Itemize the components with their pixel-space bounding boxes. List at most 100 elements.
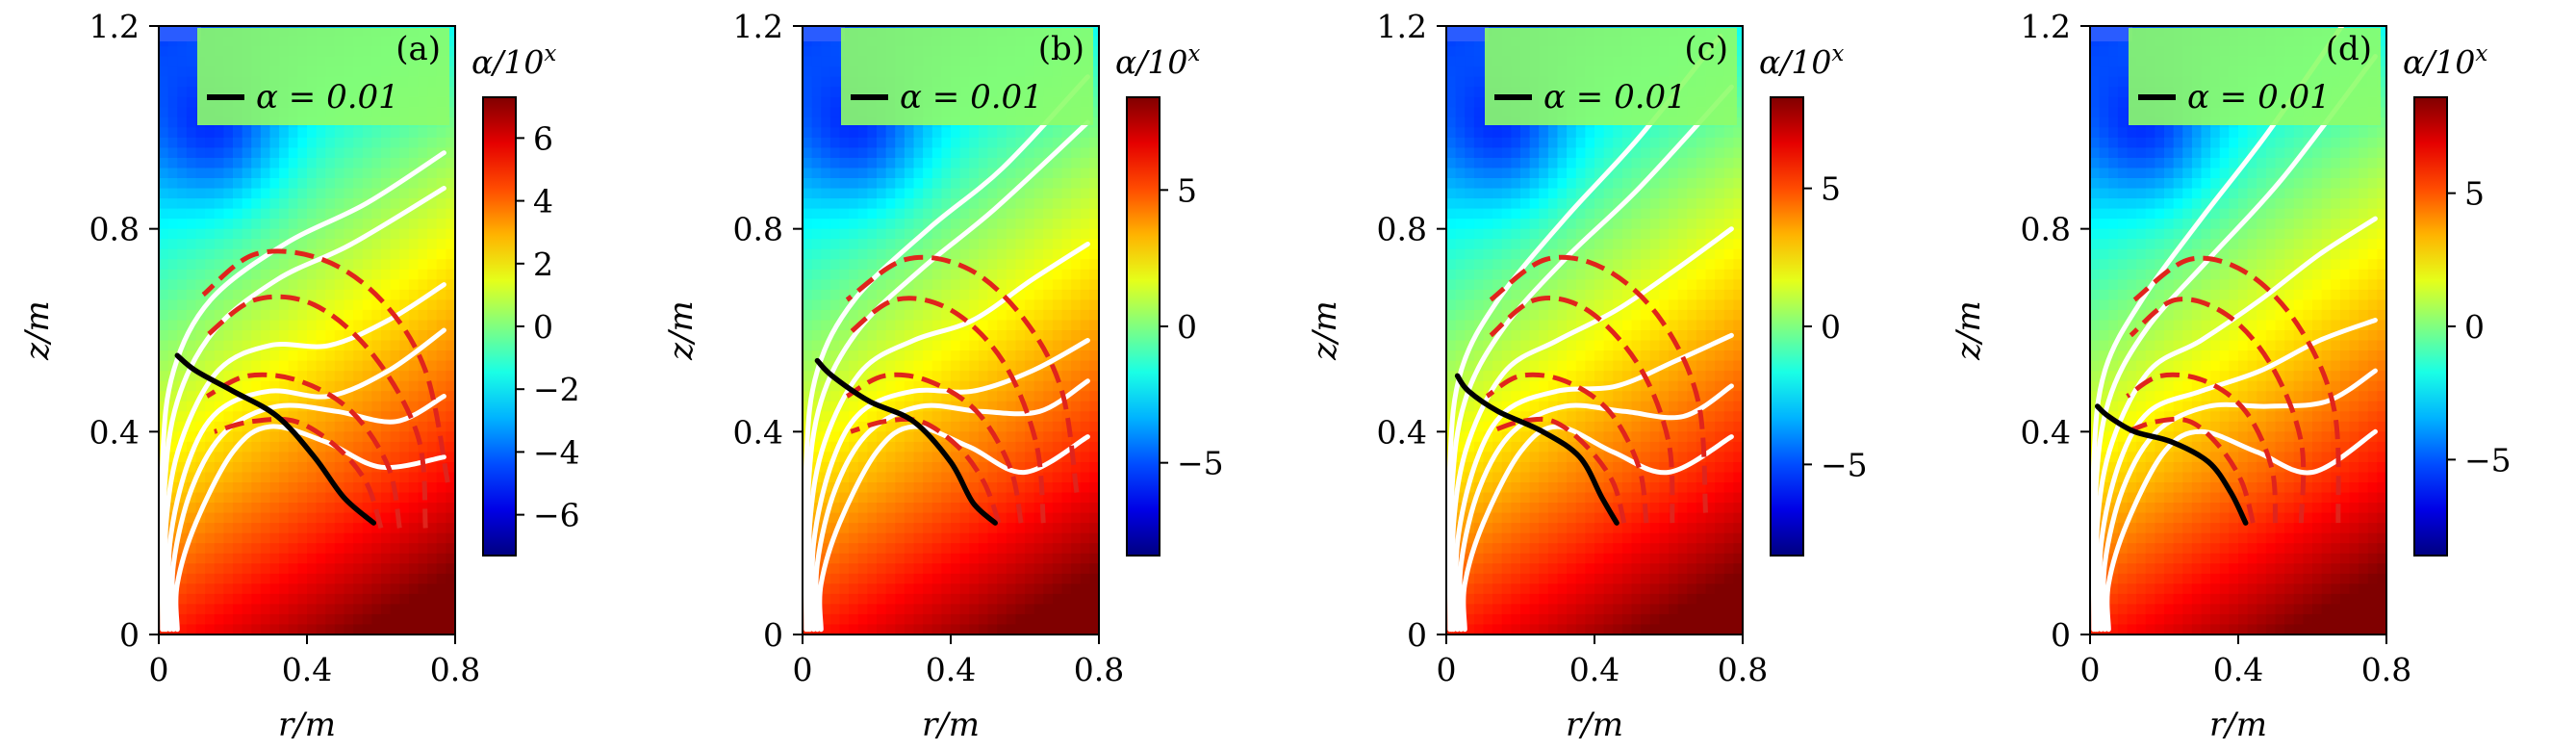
heatmap-cell [904,320,915,331]
heatmap-cell [1575,411,1586,423]
heatmap-cell [959,279,970,291]
heatmap-cell [353,441,364,453]
heatmap-cell [223,583,234,595]
heatmap-cell [260,583,271,595]
heatmap-cell [177,411,188,423]
heatmap-cell [371,309,382,322]
heatmap-cell [857,452,868,463]
heatmap-cell [987,452,998,463]
heatmap-cell [269,279,280,291]
heatmap-cell [803,401,813,412]
heatmap-cell [885,401,896,412]
heatmap-cell [242,168,252,179]
heatmap-cell [1089,168,1099,179]
heatmap-cell [316,583,326,595]
heatmap-cell [316,503,326,514]
heatmap-cell [1089,137,1099,148]
heatmap-cell [1015,461,1026,474]
heatmap-cell [316,127,326,139]
heatmap-cell [344,259,354,271]
heatmap-cell [307,147,318,159]
heatmap-cell [1089,269,1099,280]
heatmap-cell [987,248,998,260]
heatmap-cell [233,147,243,159]
heatmap-cell [913,543,924,555]
heatmap-cell [1071,289,1082,300]
heatmap-cell [279,157,290,169]
heatmap-cell [857,441,868,453]
heatmap-cell [223,157,234,169]
heatmap-cell [1594,198,1605,210]
heatmap-cell [418,147,428,159]
heatmap-cell [344,178,354,190]
heatmap-cell [288,198,298,210]
heatmap-cell [1483,360,1493,372]
heatmap-cell [1455,289,1466,300]
heatmap-cell [446,624,455,634]
heatmap-cell [997,330,1007,342]
heatmap-cell [1033,228,1044,240]
heatmap-cell [390,604,400,615]
heatmap-cell [251,137,262,148]
heatmap-cell [885,360,896,372]
heatmap-cell [1567,168,1577,179]
heatmap-cell [325,461,336,474]
heatmap-cell [1511,208,1521,220]
heatmap-cell [195,147,206,159]
heatmap-cell [811,76,822,88]
heatmap-cell [353,482,364,494]
heatmap-cell [829,248,841,260]
heatmap-cell [1529,503,1540,514]
heatmap-cell [857,624,868,634]
heatmap-cell [242,127,252,139]
heatmap-cell [1455,239,1466,250]
heatmap-cell [1473,543,1485,555]
heatmap-cell [334,624,345,634]
heatmap-cell [1557,137,1568,148]
heatmap-cell [186,147,197,159]
heatmap-cell [1043,279,1054,291]
heatmap-cell [251,553,262,564]
heatmap-cell [195,624,206,634]
heatmap-cell [1061,452,1072,463]
panel-label: (a) [395,30,441,68]
heatmap-cell [1585,421,1595,432]
heatmap-cell [316,604,326,615]
heatmap-cell [242,208,252,220]
heatmap-cell [904,613,915,626]
heatmap-cell [1089,320,1099,331]
heatmap-cell [316,624,326,634]
heatmap-cell [1585,269,1595,280]
heatmap-cell [260,198,271,210]
heatmap-cell [167,107,178,118]
heatmap-cell [344,309,354,322]
heatmap-cell [1080,512,1090,524]
heatmap-cell [997,248,1007,260]
dashed-contour [205,372,402,529]
heatmap-cell [446,401,455,412]
heatmap-cell [1071,188,1082,199]
heatmap-cell [233,613,243,626]
heatmap-cell [997,299,1007,311]
heatmap-cell [399,563,410,575]
heatmap-cell [242,593,252,605]
heatmap-cell [1539,279,1549,291]
heatmap-cell [1473,604,1485,615]
heatmap-cell [1455,36,1466,47]
heatmap-cell [803,330,813,342]
heatmap-cell [1483,127,1493,139]
heatmap-cell [1547,350,1559,362]
heatmap-cell [325,360,336,372]
heatmap-cell [803,87,813,98]
heatmap-cell [959,269,970,280]
heatmap-cell [849,472,859,483]
heatmap-cell [1071,157,1082,169]
heatmap-cell [1025,269,1035,280]
heatmap-cell [195,137,206,148]
heatmap-cell [885,461,896,474]
heatmap-cell [839,137,850,148]
heatmap-cell [1080,604,1090,615]
heatmap-cell [288,168,298,179]
heatmap-cell [978,219,989,230]
heatmap-cell [941,482,952,494]
